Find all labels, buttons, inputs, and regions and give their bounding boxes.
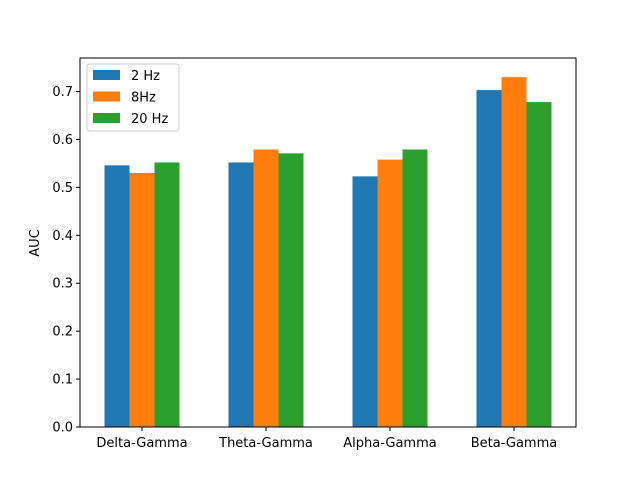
plot-frame	[79, 57, 577, 428]
legend-swatch	[93, 91, 120, 102]
legend-label: 8Hz	[131, 91, 156, 106]
legend-label: 2 Hz	[131, 69, 160, 84]
bar-2hz-delta-gamma	[104, 165, 130, 427]
bar-2hz-theta-gamma	[228, 162, 254, 427]
bar-8hz-theta-gamma	[253, 149, 279, 427]
legend-swatch	[93, 113, 120, 123]
y-tick-label: 0.2	[52, 325, 73, 340]
legend-swatch	[93, 70, 120, 80]
y-axis: 0.0 0.1 0.2 0.3 0.4 0.5 0.6 0.7	[52, 85, 80, 436]
legend-label: 20 Hz	[131, 112, 168, 127]
bar-20hz-alpha-gamma	[402, 149, 428, 427]
legend: 2 Hz 8Hz 20 Hz	[86, 63, 180, 132]
bar-8hz-delta-gamma	[129, 173, 155, 427]
bar-8hz-beta-gamma	[501, 77, 527, 428]
x-tick-label: Delta-Gamma	[96, 436, 187, 451]
y-tick-label: 0.5	[52, 181, 73, 196]
y-tick-label: 0.0	[52, 421, 73, 436]
bar-8hz-alpha-gamma	[377, 159, 403, 428]
bar-2hz-beta-gamma	[476, 90, 502, 428]
x-tick-label: Beta-Gamma	[471, 436, 557, 451]
bar-2hz-alpha-gamma	[352, 176, 378, 427]
y-axis-label: AUC	[28, 229, 43, 257]
y-tick-label: 0.7	[52, 85, 73, 100]
bar-20hz-theta-gamma	[278, 153, 304, 427]
bar-20hz-beta-gamma	[526, 102, 552, 427]
x-tick-label: Alpha-Gamma	[343, 436, 436, 451]
y-tick-label: 0.1	[52, 373, 73, 388]
y-tick-label: 0.4	[52, 229, 73, 244]
y-tick-label: 0.6	[52, 133, 73, 148]
bars-group	[104, 77, 552, 428]
bar-20hz-delta-gamma	[154, 162, 180, 427]
y-tick-label: 0.3	[52, 277, 73, 292]
x-axis: Delta-Gamma Theta-Gamma Alpha-Gamma Beta-Ga…	[96, 427, 557, 451]
x-tick-label: Theta-Gamma	[218, 436, 313, 451]
